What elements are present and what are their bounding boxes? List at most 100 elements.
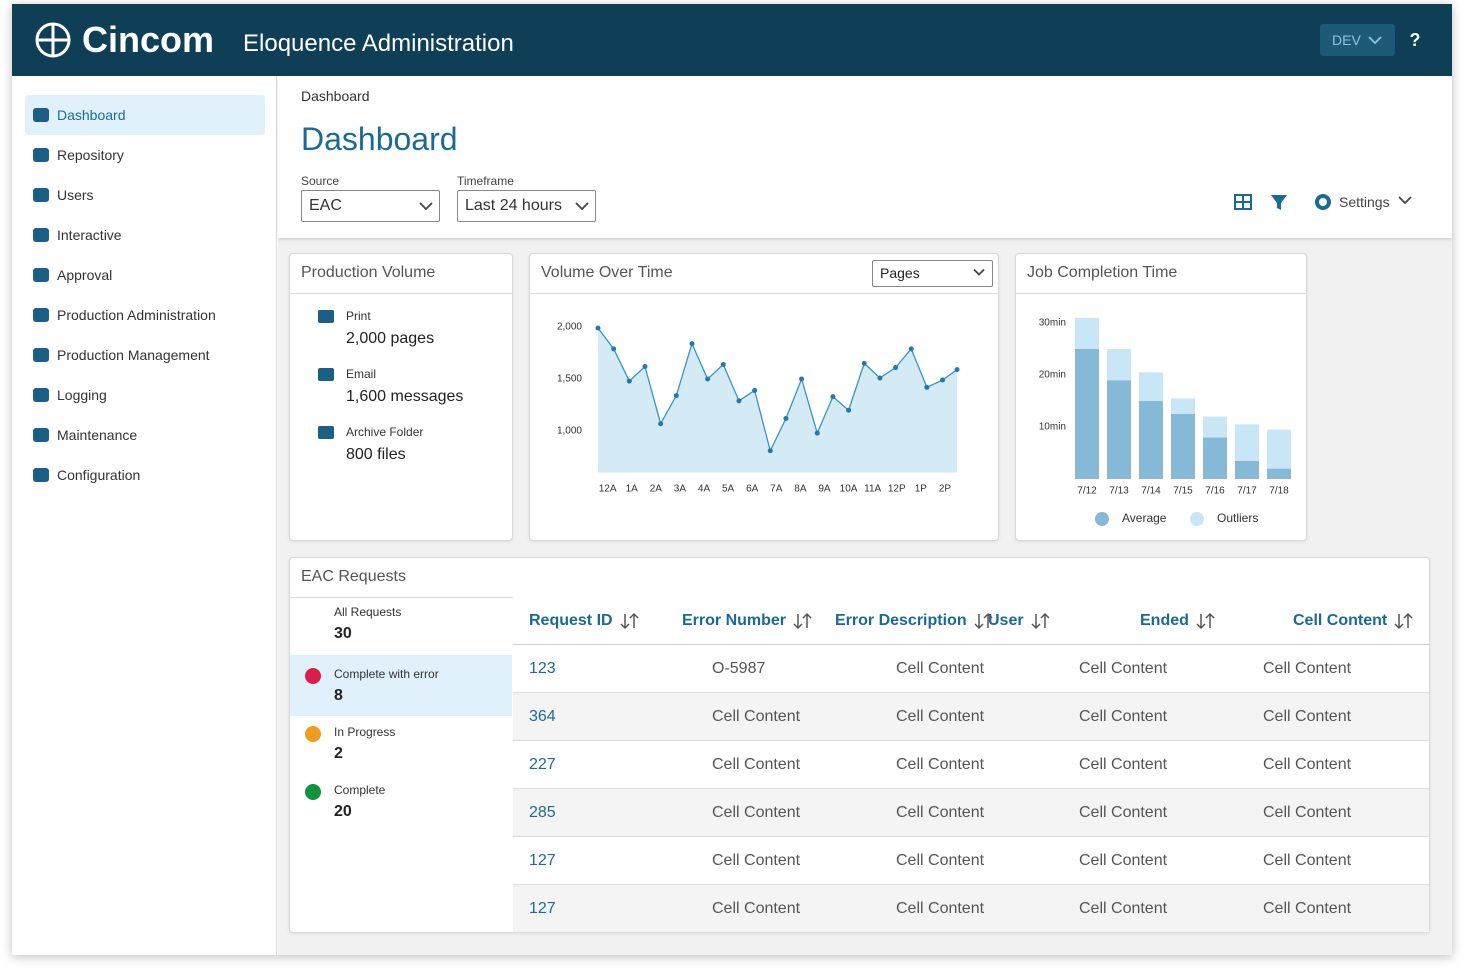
nav-item[interactable]: Dashboard xyxy=(57,107,126,123)
row-divider xyxy=(513,932,1429,933)
nav-icon xyxy=(33,228,49,242)
nav-active-bg xyxy=(25,95,265,135)
nav-icon xyxy=(33,268,49,282)
column-header[interactable]: Request ID xyxy=(529,612,613,629)
table-panel xyxy=(513,597,1429,933)
card-header-divider xyxy=(529,293,999,294)
status-count: 20 xyxy=(334,803,352,820)
row-bg xyxy=(513,693,1429,741)
row-bg xyxy=(513,789,1429,837)
table-cell[interactable]: 227 xyxy=(529,756,556,773)
nav-icon xyxy=(33,108,49,122)
row-divider xyxy=(513,788,1429,789)
status-label[interactable]: In Progress xyxy=(334,725,396,739)
item-label: Archive Folder xyxy=(346,425,424,439)
table-cell: Cell Content xyxy=(1079,708,1168,725)
nav-item[interactable]: Interactive xyxy=(57,227,122,243)
table-cell: Cell Content xyxy=(1263,852,1352,869)
table-cell[interactable]: 123 xyxy=(529,660,556,677)
card-title: Job Completion Time xyxy=(1027,264,1178,281)
table-cell: Cell Content xyxy=(712,708,801,725)
row-divider xyxy=(513,836,1429,837)
status-label[interactable]: Complete with error xyxy=(334,667,439,681)
status-count: 30 xyxy=(334,625,352,642)
card-header-divider xyxy=(1015,293,1307,294)
environment-button[interactable] xyxy=(1320,24,1395,56)
table-cell: Cell Content xyxy=(1263,660,1352,677)
nav-item[interactable]: Production Management xyxy=(57,347,210,363)
row-bg xyxy=(513,885,1429,933)
settings-label[interactable]: Settings xyxy=(1339,194,1390,210)
item-value: 2,000 pages xyxy=(346,330,435,347)
nav-icon xyxy=(33,428,49,442)
row-divider xyxy=(513,692,1429,693)
environment: DEV xyxy=(1332,32,1361,48)
card-title: Production Volume xyxy=(301,264,436,281)
table-cell[interactable]: 364 xyxy=(529,708,556,725)
item-value: 800 files xyxy=(346,446,406,463)
filter-value: Last 24 hours xyxy=(465,197,562,214)
filter-label: Timeframe xyxy=(457,174,514,188)
table-cell: Cell Content xyxy=(1079,660,1168,677)
row-divider xyxy=(513,884,1429,885)
column-header[interactable]: Cell Content xyxy=(1293,612,1388,629)
nav-icon xyxy=(33,388,49,402)
table-cell: Cell Content xyxy=(1263,756,1352,773)
column-header[interactable]: Ended xyxy=(1140,612,1189,629)
table-cell: Cell Content xyxy=(896,708,985,725)
breadcrumb: Dashboard xyxy=(301,88,370,104)
brand: Cincom xyxy=(82,19,215,60)
app-title: Eloquence Administration xyxy=(243,30,514,57)
filter-select[interactable] xyxy=(457,190,596,222)
nav-icon xyxy=(33,308,49,322)
status-selected-bg xyxy=(290,655,512,716)
header-divider xyxy=(513,644,1429,645)
table-cell: Cell Content xyxy=(1079,852,1168,869)
filter-select[interactable] xyxy=(301,190,440,222)
nav-item[interactable]: Configuration xyxy=(57,467,141,483)
nav-item[interactable]: Logging xyxy=(57,387,107,403)
column-header[interactable]: Error Description xyxy=(835,612,967,629)
nav-item[interactable]: Maintenance xyxy=(57,427,138,443)
unit-select[interactable] xyxy=(872,260,993,287)
table-cell: Cell Content xyxy=(1079,804,1168,821)
status-label[interactable]: All Requests xyxy=(334,605,402,619)
table-cell: Cell Content xyxy=(896,660,985,677)
table-cell[interactable]: 285 xyxy=(529,804,556,821)
table-cell: Cell Content xyxy=(712,756,801,773)
table-cell: O-5987 xyxy=(712,660,766,677)
table-cell: Cell Content xyxy=(1263,900,1352,917)
nav-icon xyxy=(33,348,49,362)
table-cell: Cell Content xyxy=(896,900,985,917)
item-value: 1,600 messages xyxy=(346,388,464,405)
sidebar xyxy=(12,76,277,955)
table-cell: Cell Content xyxy=(712,804,801,821)
volume-over-time-card xyxy=(529,253,999,541)
table-cell: Cell Content xyxy=(896,852,985,869)
item-label: Print xyxy=(346,309,371,323)
status-count: 2 xyxy=(334,745,343,762)
table-cell: Cell Content xyxy=(1263,804,1352,821)
header-bar xyxy=(12,4,1452,76)
nav-item[interactable]: Production Administration xyxy=(57,307,216,323)
table-cell[interactable]: 127 xyxy=(529,852,556,869)
status-label[interactable]: Complete xyxy=(334,783,386,797)
table-cell: Cell Content xyxy=(712,852,801,869)
table-cell: Cell Content xyxy=(1079,900,1168,917)
nav-item[interactable]: Approval xyxy=(57,267,113,283)
nav-item[interactable]: Repository xyxy=(57,147,124,163)
status-count: 8 xyxy=(334,687,343,704)
item-label: Email xyxy=(346,367,377,381)
column-header[interactable]: User xyxy=(988,612,1024,629)
help[interactable]: ? xyxy=(1409,30,1421,50)
table-cell: Cell Content xyxy=(896,804,985,821)
column-header[interactable]: Error Number xyxy=(682,612,787,629)
filter-label: Source xyxy=(301,174,340,188)
filter-value: EAC xyxy=(309,197,342,214)
card-title: EAC Requests xyxy=(301,568,406,585)
page-title: Dashboard xyxy=(301,121,458,157)
production-volume-card xyxy=(289,253,513,541)
table-cell[interactable]: 127 xyxy=(529,900,556,917)
nav-item[interactable]: Users xyxy=(57,187,94,203)
